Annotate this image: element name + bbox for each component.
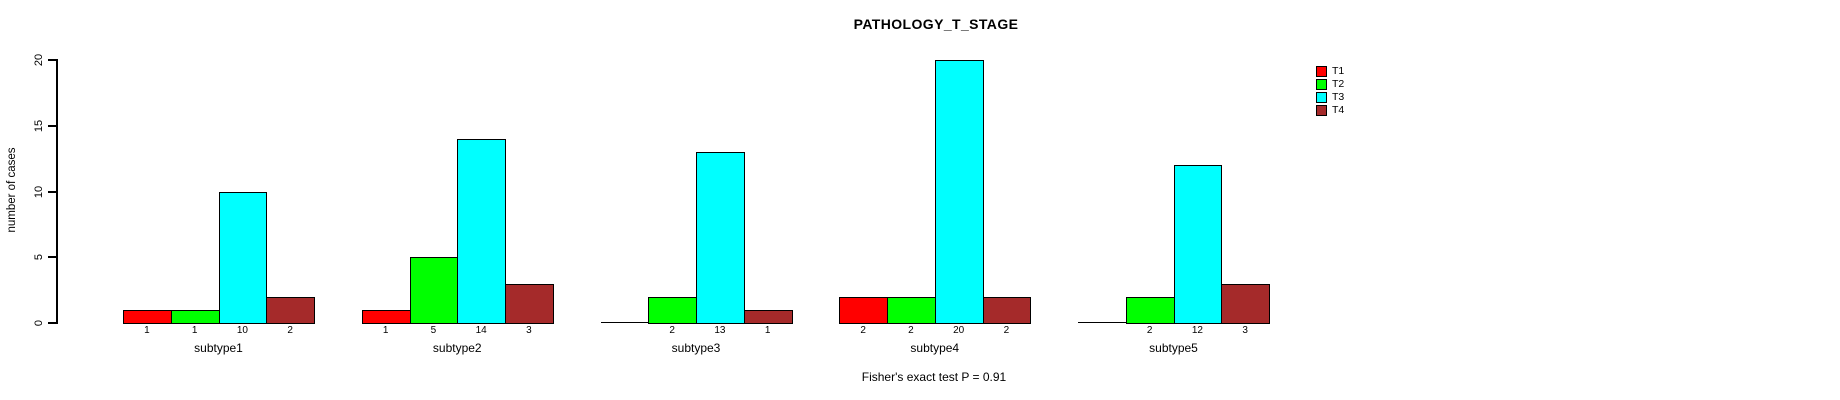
bar-T2-subtype1	[170, 309, 220, 324]
bar-T4-subtype1	[266, 296, 315, 324]
bar-T2-subtype2	[409, 257, 459, 324]
y-tick-label: 0	[33, 319, 45, 327]
bar-value-label: 3	[1242, 325, 1248, 336]
legend-label: T2	[1332, 78, 1345, 90]
y-tick-label: 5	[33, 254, 45, 261]
bar-T2-subtype3	[648, 296, 697, 324]
bar-value-label: 13	[714, 325, 726, 336]
bar-value-label: 12	[1191, 325, 1203, 336]
y-tick	[48, 256, 57, 259]
bar-T3-subtype2	[457, 138, 506, 324]
bar-value-label: 3	[526, 325, 532, 336]
legend-label: T4	[1332, 104, 1345, 116]
bar-T3-subtype4	[934, 60, 984, 324]
legend-item: T2	[1316, 79, 1344, 90]
annotation-fisher-test: Fisher's exact test P = 0.91	[861, 370, 1007, 384]
bar-value-label: 2	[1003, 325, 1010, 336]
y-axis-line	[56, 59, 58, 324]
bar-value-label: 2	[287, 325, 293, 336]
bar-T4-subtype5	[1221, 283, 1270, 324]
legend-swatch	[1316, 92, 1327, 103]
y-tick	[48, 124, 57, 127]
bar-T4-subtype3	[743, 309, 793, 324]
bar-value-label: 14	[475, 325, 487, 336]
x-group-label: subtype5	[1149, 341, 1198, 355]
bar-value-label: 2	[1146, 325, 1153, 336]
bar-T3-subtype5	[1173, 165, 1223, 324]
legend-swatch	[1316, 66, 1327, 77]
legend-swatch	[1316, 79, 1327, 90]
x-group-label: subtype2	[432, 341, 482, 355]
bar-value-label: 1	[382, 325, 389, 336]
y-axis-label: number of cases	[6, 147, 18, 233]
x-group-label: subtype1	[194, 341, 243, 355]
x-group-label: subtype4	[910, 341, 960, 355]
y-tick-label: 10	[33, 185, 45, 198]
bar-T4-subtype4	[982, 296, 1032, 324]
legend-item: T4	[1316, 105, 1344, 116]
y-tick-label: 15	[33, 119, 45, 132]
legend-swatch	[1316, 105, 1327, 116]
bar-T1-subtype1	[123, 309, 172, 324]
y-tick-label: 20	[33, 53, 45, 67]
bar-T1-subtype2	[361, 309, 411, 324]
bar-T1-subtype3-zero	[600, 322, 650, 323]
bar-value-label: 20	[953, 325, 965, 336]
legend-item: T1	[1316, 66, 1344, 77]
bar-value-label: 10	[236, 325, 248, 336]
x-group-label: subtype3	[671, 341, 721, 355]
bar-T3-subtype3	[696, 152, 745, 324]
legend-label: T1	[1332, 65, 1345, 77]
bar-T4-subtype2	[505, 283, 554, 324]
legend: T1 T2 T3 T4	[1316, 66, 1344, 118]
legend-label: T3	[1332, 91, 1345, 103]
chart-title: PATHOLOGY_T_STAGE	[853, 16, 1019, 32]
bar-value-label: 5	[430, 325, 437, 336]
bar-T2-subtype5	[1125, 296, 1175, 324]
bar-value-label: 2	[669, 325, 675, 336]
bar-value-label: 2	[860, 325, 866, 336]
bar-T3-subtype1	[218, 191, 268, 324]
bar-T2-subtype4	[887, 296, 936, 324]
y-tick	[48, 322, 57, 324]
bar-value-label: 1	[144, 325, 150, 336]
bar-value-label: 1	[764, 325, 771, 336]
y-tick	[48, 190, 57, 193]
bar-value-label: 1	[191, 325, 198, 336]
legend-item: T3	[1316, 92, 1344, 103]
y-tick	[48, 59, 57, 61]
bar-T1-subtype4	[839, 296, 888, 324]
bar-value-label: 2	[908, 325, 914, 336]
bar-T1-subtype5-zero	[1078, 322, 1127, 323]
